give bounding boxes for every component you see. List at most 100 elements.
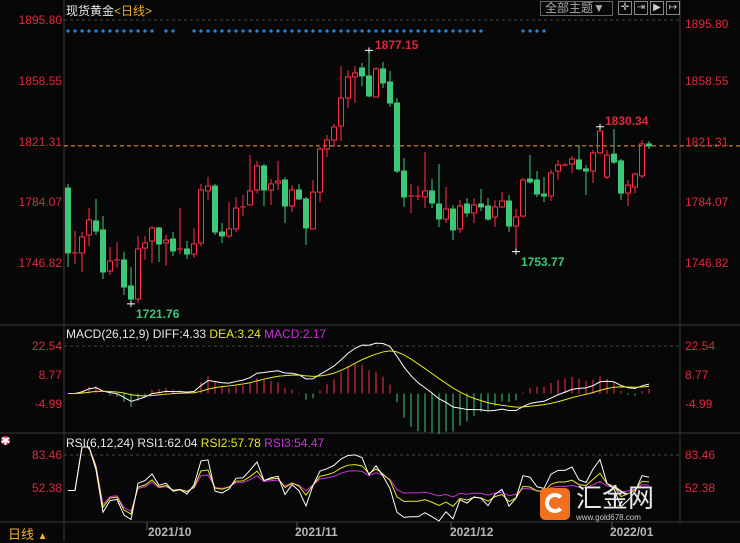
- x-tick-label: 2021/11: [295, 525, 338, 539]
- diff-line: [68, 342, 650, 412]
- candle-body: [478, 203, 484, 208]
- signal-dot: [150, 29, 154, 33]
- zoom-fit-icon[interactable]: ⇥: [634, 1, 648, 15]
- logo-url: www.gold678.com: [576, 513, 641, 522]
- signal-dot: [304, 29, 308, 33]
- candle-body: [576, 159, 582, 170]
- signal-dot: [80, 29, 84, 33]
- signal-dot: [465, 29, 469, 33]
- candle-body: [632, 173, 638, 188]
- signal-dot: [136, 29, 140, 33]
- shift-right-icon[interactable]: ↦: [666, 1, 680, 15]
- candle-body: [485, 205, 491, 220]
- signal-dot: [206, 29, 210, 33]
- watermark-logo: 汇金网 www.gold678.com: [540, 483, 678, 522]
- candle-body: [534, 179, 540, 195]
- candle-body: [457, 205, 463, 230]
- candle-body: [366, 75, 372, 97]
- candle-body: [555, 164, 561, 172]
- signal-dot: [535, 29, 539, 33]
- candle-body: [156, 227, 162, 245]
- candle-body: [345, 76, 351, 99]
- macd-tick: 8.77: [38, 368, 62, 382]
- y-tick-label-right: 1821.31: [685, 135, 729, 149]
- extreme-marker: [512, 248, 520, 255]
- macd-tick: 22.54: [31, 339, 62, 353]
- signal-dot: [458, 29, 462, 33]
- candle-body: [338, 97, 344, 127]
- candle-body: [422, 190, 428, 198]
- signal-dot: [521, 29, 525, 33]
- candle-body: [604, 154, 610, 178]
- candle-body: [149, 227, 155, 242]
- rsi-tick-right: 52.38: [685, 481, 716, 495]
- signal-dot: [269, 29, 273, 33]
- candle-body: [583, 168, 589, 172]
- signal-dot: [479, 29, 483, 33]
- candle-body: [597, 130, 603, 154]
- candle-body: [86, 219, 92, 236]
- candle-body: [492, 206, 498, 218]
- crosshair-icon[interactable]: ✛: [618, 1, 632, 15]
- logo-name: 汇金网: [576, 483, 655, 513]
- candle-body: [443, 208, 449, 220]
- candle-body: [282, 179, 288, 207]
- candle-body: [331, 126, 337, 141]
- candle-body: [163, 239, 169, 244]
- candle-body: [135, 248, 141, 300]
- candle-body: [625, 184, 631, 194]
- candle-body: [359, 67, 365, 77]
- signal-dot: [290, 29, 294, 33]
- signal-dot: [339, 29, 343, 33]
- theme-select-button[interactable]: 全部主题▼: [540, 1, 613, 16]
- signal-dot: [402, 29, 406, 33]
- macd-tick: -4.99: [34, 397, 62, 411]
- candle-body: [352, 72, 358, 78]
- candle-body: [310, 191, 316, 230]
- candle-body: [471, 204, 477, 214]
- candle-body: [548, 172, 554, 197]
- extreme-marker: [127, 300, 135, 307]
- rsi3-line: [68, 446, 650, 513]
- candle-body: [226, 228, 232, 237]
- rsi-tick: 52.38: [31, 481, 62, 495]
- signal-dot: [241, 29, 245, 33]
- macd-tick-right: 22.54: [685, 339, 716, 353]
- high-annotation: 1877.15: [375, 38, 419, 52]
- x-tick-label: 2021/10: [148, 525, 192, 539]
- candle-body: [219, 231, 225, 237]
- indicator-settings-icon[interactable]: [1, 436, 10, 445]
- candle-body: [142, 242, 148, 249]
- signal-dot: [283, 29, 287, 33]
- candle-body: [646, 143, 652, 147]
- signal-dot: [451, 29, 455, 33]
- candle-body: [506, 200, 512, 227]
- period-selector[interactable]: 日线 ▲: [8, 527, 48, 542]
- extreme-marker: [596, 123, 604, 130]
- candle-body: [100, 229, 106, 273]
- candle-body: [464, 203, 470, 214]
- candle-body: [289, 189, 295, 207]
- candle-body: [121, 259, 127, 288]
- signal-dot: [332, 29, 336, 33]
- signal-dot: [472, 29, 476, 33]
- signal-dot: [542, 29, 546, 33]
- candle-body: [394, 102, 400, 172]
- candle-body: [128, 285, 134, 300]
- signal-dot: [66, 29, 70, 33]
- candle-body: [254, 165, 260, 191]
- signal-dot: [276, 29, 280, 33]
- candle-body: [184, 248, 190, 255]
- signal-dot: [108, 29, 112, 33]
- candle-body: [79, 236, 85, 254]
- macd-tick-right: -4.99: [685, 397, 713, 411]
- signal-dot: [395, 29, 399, 33]
- candle-body: [198, 189, 204, 244]
- y-tick-label-right: 1858.55: [685, 74, 729, 88]
- candle-body: [261, 165, 267, 191]
- signal-dot: [437, 29, 441, 33]
- play-icon[interactable]: ▶: [650, 1, 664, 15]
- signal-dot: [87, 29, 91, 33]
- macd-tick-right: 8.77: [685, 368, 709, 382]
